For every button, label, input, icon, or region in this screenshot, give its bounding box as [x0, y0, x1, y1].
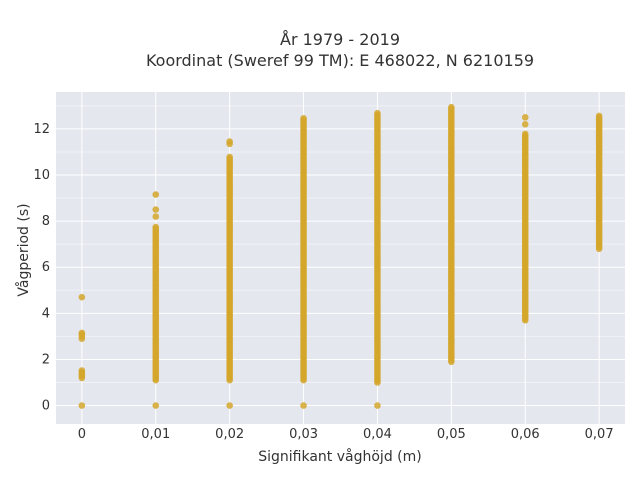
y-tick-label: 4	[42, 306, 50, 321]
scatter-point	[595, 112, 603, 120]
y-axis-ticks: 0 2 4 6 8 10 12	[33, 122, 50, 414]
scatter-point	[374, 402, 381, 409]
x-axis-ticks: 0 0,01 0,02 0,03 0,04 0,05 0,06 0,07	[78, 427, 614, 442]
scatter-point	[152, 206, 160, 213]
scatter-point	[78, 367, 86, 374]
scatter-point	[152, 223, 160, 231]
scatter-point	[374, 109, 381, 117]
x-tick-label: 0,01	[141, 427, 170, 442]
x-tick-label: 0,06	[511, 427, 540, 442]
scatter-point	[300, 114, 307, 122]
x-tick-label: 0,05	[437, 427, 466, 442]
y-axis-label: Vågperiod (s)	[15, 203, 32, 296]
scatter-point	[152, 402, 160, 409]
y-tick-label: 0	[42, 399, 50, 414]
scatter-point	[300, 402, 307, 409]
scatter-point	[521, 114, 529, 121]
scatter-point	[152, 213, 160, 220]
scatter-point	[448, 103, 455, 111]
scatter-point	[226, 138, 233, 145]
chart-title-line2: Koordinat (Sweref 99 TM): E 468022, N 62…	[146, 51, 534, 70]
y-tick-label: 2	[42, 352, 50, 367]
x-axis-label: Signifikant våghöjd (m)	[258, 448, 421, 465]
scatter-point	[78, 402, 86, 409]
scatter-point	[226, 153, 233, 161]
scatter-point	[152, 191, 160, 198]
y-tick-label: 8	[42, 214, 50, 229]
x-tick-label: 0,07	[585, 427, 614, 442]
x-tick-label: 0,03	[289, 427, 318, 442]
scatter-point	[78, 329, 86, 337]
x-tick-label: 0,04	[363, 427, 392, 442]
plot-area	[56, 92, 625, 424]
x-tick-label: 0,02	[215, 427, 244, 442]
y-tick-label: 6	[42, 260, 50, 275]
x-tick-label: 0	[78, 427, 86, 442]
y-tick-label: 12	[33, 122, 50, 137]
scatter-point	[78, 293, 86, 301]
scatter-point	[226, 402, 233, 409]
scatter-points	[78, 103, 603, 409]
scatter-point	[521, 120, 529, 128]
scatter-point	[521, 130, 529, 138]
y-tick-label: 10	[33, 168, 50, 183]
chart-title-line1: År 1979 - 2019	[280, 30, 400, 49]
